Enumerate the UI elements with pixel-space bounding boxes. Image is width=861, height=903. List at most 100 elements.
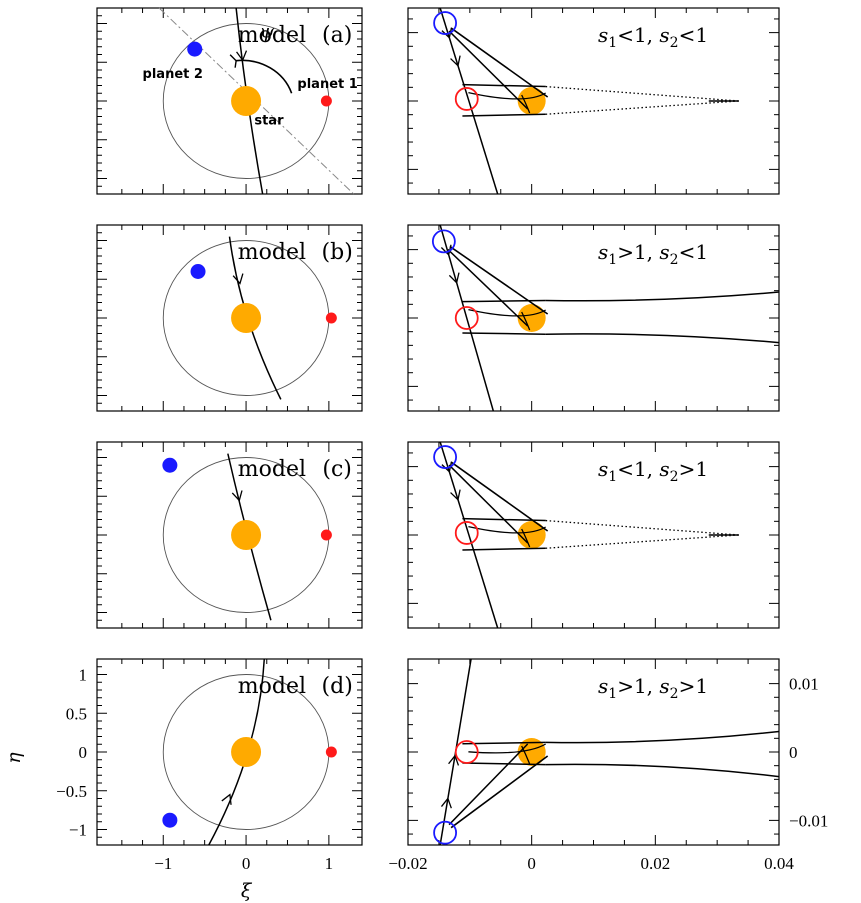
right-panel-b: s1>1, s2<1 — [407, 224, 780, 412]
regime-title-part: s — [659, 23, 669, 47]
left-ytick-label: 0 — [79, 743, 88, 762]
right-panel-d: s1>1, s2>1 — [407, 658, 780, 846]
star-disk — [231, 303, 262, 333]
regime-title-part: 2 — [670, 35, 679, 51]
regime-title-part: >1 — [679, 457, 708, 481]
left-xtick-label: −1 — [154, 854, 172, 873]
regime-title-part: 2 — [670, 252, 679, 268]
caustic-upper-solid — [462, 299, 546, 303]
caustic-inner-cusp — [521, 311, 531, 331]
regime-title-part: s — [598, 457, 608, 481]
trajectory-arrow — [231, 490, 243, 502]
trajectory-arrow-2 — [448, 754, 460, 766]
red-source-circle — [454, 87, 479, 111]
planet2-label: planet 2 — [143, 67, 203, 82]
caustic-lower-curve — [545, 763, 780, 778]
right-ytick-label: 0 — [789, 743, 798, 762]
trajectory-arrow-1 — [441, 461, 453, 474]
star-disk — [231, 520, 262, 550]
regime-title-part: 2 — [670, 686, 679, 702]
xi-axis-label: ξ — [241, 880, 253, 902]
right-xtick-label: 0.02 — [640, 854, 670, 873]
regime-title-part: >1, — [617, 240, 659, 264]
regime-title-part: <1, — [617, 23, 659, 47]
model-tag: (b) — [322, 240, 353, 265]
planet2-dot — [190, 264, 206, 279]
caustic-lower-solid — [462, 113, 546, 117]
caustic-inner-fold — [468, 743, 547, 754]
model-tag: (a) — [322, 23, 352, 48]
planet2-dot — [162, 812, 178, 828]
regime-title: s1<1, s2<1 — [598, 23, 708, 51]
blue-source-circle — [431, 229, 456, 254]
caustic-cusp-line — [450, 755, 549, 829]
trajectory-arrow-2 — [450, 55, 461, 67]
planet2-dot — [187, 41, 203, 57]
caustic-lower-solid — [462, 762, 546, 766]
left-panel-b: model (b) — [96, 224, 363, 412]
regime-title: s1<1, s2>1 — [598, 457, 708, 485]
caustic-cusp-line — [450, 461, 549, 532]
caustic-upper-dotted — [545, 85, 739, 102]
caustic-inner-fold — [468, 308, 547, 317]
regime-title-part: 1 — [608, 686, 617, 702]
caustic-lower-curve — [545, 333, 780, 344]
psi-arrow — [229, 54, 237, 68]
right-ytick-label: −0.01 — [789, 811, 828, 830]
caustic-upper-curve — [545, 730, 780, 744]
model-label: model — [238, 457, 306, 482]
eta-axis-label: η — [3, 752, 25, 764]
caustic-cusp-line — [450, 27, 549, 98]
regime-title-part: s — [598, 674, 608, 698]
regime-title-part: s — [598, 23, 608, 47]
left-xtick-label: 1 — [325, 854, 334, 873]
regime-title-part: >1 — [679, 674, 708, 698]
right-panel-a: s1<1, s2<1 — [407, 7, 780, 195]
trajectory-arrow — [236, 50, 248, 62]
caustic-cusp-line — [449, 245, 549, 315]
left-panel-a: ψ planet 2 planet 1 star model (a) — [96, 7, 363, 195]
planet1-label: planet 1 — [297, 77, 357, 92]
trajectory-arrow-2 — [448, 272, 460, 284]
planet1-dot — [320, 95, 332, 107]
caustic-cusp-line-2 — [448, 743, 529, 826]
trajectory-arrow-1 — [441, 27, 453, 40]
left-xtick-label: 0 — [242, 854, 251, 873]
caustic-upper-solid — [462, 741, 546, 745]
caustic-upper-curve — [545, 291, 780, 302]
star-disk — [231, 86, 262, 116]
caustic-lower-dotted — [545, 534, 739, 549]
right-panel-c: s1<1, s2>1 — [407, 441, 780, 629]
regime-title-part: 1 — [608, 35, 617, 51]
orange-disk — [517, 738, 546, 766]
caustic-inner-cusp — [521, 745, 531, 765]
source-trajectory — [439, 224, 495, 412]
right-panel-frame — [407, 658, 780, 846]
caustic-cusp-line-2 — [448, 464, 529, 544]
caustic-lower-solid — [462, 547, 546, 551]
left-panel-d: model (d) — [96, 658, 363, 846]
right-ytick-label: 0.01 — [789, 675, 819, 694]
regime-title-part: s — [659, 674, 669, 698]
psi-label: ψ — [259, 20, 275, 42]
right-xtick-label: 0 — [527, 854, 536, 873]
regime-title-part: >1, — [617, 674, 659, 698]
planet2-dot — [162, 457, 178, 473]
red-source-circle — [454, 740, 479, 764]
regime-title: s1>1, s2>1 — [598, 674, 708, 702]
left-ytick-label: −0.5 — [56, 782, 87, 801]
trajectory-arrow — [232, 273, 244, 285]
regime-title-part: <1 — [679, 23, 708, 47]
planet1-dot — [325, 312, 337, 324]
source-trajectory — [439, 441, 499, 629]
left-ytick-label: 1 — [79, 666, 88, 685]
regime-title-part: s — [659, 457, 669, 481]
orange-disk — [517, 521, 546, 549]
right-xtick-label: 0.04 — [764, 854, 794, 873]
blue-source-circle — [433, 820, 458, 845]
right-panels: s1<1, s2<1s1>1, s2<1s1<1, s2>1s1>1, s2>1 — [407, 7, 780, 846]
regime-title-part: s — [598, 240, 608, 264]
star-disk — [231, 737, 262, 767]
